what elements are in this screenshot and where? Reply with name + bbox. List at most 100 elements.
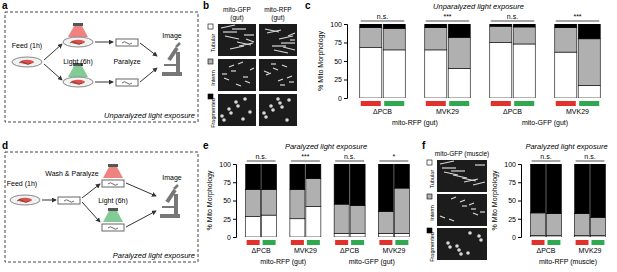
bar-segment [306, 179, 321, 207]
mito-texture [451, 197, 456, 199]
arrow [44, 64, 62, 80]
significance: n.s. [255, 153, 266, 160]
mito-texture [287, 76, 292, 78]
tick: 50 [334, 58, 347, 65]
light-swatch [263, 240, 276, 245]
arrow [82, 184, 100, 198]
bar-segment [290, 164, 305, 190]
bar-segment [360, 24, 382, 28]
mito-texture [269, 104, 273, 108]
light-swatch [556, 101, 576, 106]
light-swatch [247, 240, 260, 245]
step-label: Image [162, 32, 182, 40]
mito-texture [243, 76, 248, 77]
micrograph [218, 94, 256, 126]
significance-bracket [576, 161, 605, 162]
strain-label: ΔPCB [340, 247, 359, 254]
bar-segment [531, 164, 546, 213]
light-swatch [426, 101, 446, 106]
mito-texture [246, 39, 254, 42]
tick-label: 100 [504, 161, 516, 168]
mito-texture [460, 200, 465, 202]
axis-line [518, 165, 522, 238]
light-swatch [547, 240, 560, 245]
microscope [169, 48, 177, 60]
mito-texture [471, 208, 476, 209]
bar-segment [490, 43, 512, 99]
worm [17, 200, 29, 203]
mito-texture [241, 117, 245, 121]
tick-mark [344, 80, 347, 81]
food-lawn [20, 60, 34, 64]
significance-bracket [361, 21, 405, 22]
mito-texture [283, 47, 295, 50]
mito-texture [220, 114, 224, 118]
y-axis: 0255075100 [504, 161, 521, 241]
micrograph [437, 194, 487, 226]
tick: 75 [508, 179, 521, 186]
light-swatch [579, 101, 599, 106]
legend-label: Tubular [210, 34, 216, 53]
micrograph [218, 24, 256, 56]
bar-segment [306, 164, 321, 179]
mito-texture [222, 73, 227, 74]
panel-letter: e [203, 140, 209, 151]
light-swatch [351, 240, 364, 245]
light-swatch [361, 101, 381, 106]
slide [116, 79, 138, 86]
light-swatch [591, 240, 604, 245]
tick-label: 25 [508, 215, 516, 222]
bar-segment [575, 164, 590, 214]
bar-segment [555, 28, 577, 52]
legend-label: Tubular [429, 170, 435, 189]
mito-texture [222, 118, 226, 122]
mito-texture [271, 108, 275, 112]
mito-texture [264, 115, 268, 119]
chart-title: Paralyzed light exposure [525, 142, 607, 151]
tick-mark [233, 219, 236, 220]
panel-letter: d [2, 140, 8, 151]
slide [102, 180, 124, 187]
tick-mark [233, 182, 236, 183]
chart-title: Unparalyzed light exposure [433, 2, 524, 11]
mito-texture [244, 34, 254, 35]
mito-texture [459, 252, 463, 256]
microscope [164, 64, 178, 66]
group-label: mito-RFP (muscle) [539, 258, 597, 266]
group-label: mito-RFP (gut) [260, 258, 306, 266]
tick-mark [518, 219, 521, 220]
tick: 0 [338, 95, 347, 102]
mito-texture [462, 205, 467, 206]
bar-segment [448, 24, 470, 37]
bar-segment [394, 233, 409, 237]
mito-texture [475, 164, 485, 165]
y-axis: 0255075100 [219, 161, 236, 241]
strain-label: ΔPCB [252, 247, 271, 254]
tick-mark [233, 164, 236, 165]
bar-segment [394, 188, 409, 233]
light-swatch [491, 101, 511, 106]
step-label: Light (6h) [63, 58, 93, 66]
tick-label: 100 [219, 161, 231, 168]
light-beam [103, 211, 123, 222]
mito-texture [274, 50, 288, 53]
mito-texture [239, 43, 253, 46]
dish [12, 57, 42, 67]
tick-mark [233, 201, 236, 202]
dish [10, 195, 40, 205]
tick: 100 [219, 161, 236, 168]
image-header: (gut) [230, 14, 243, 22]
mito-texture [440, 216, 445, 218]
mito-texture [243, 97, 247, 101]
light-swatch [335, 240, 348, 245]
mito-texture [271, 63, 276, 64]
dish [63, 77, 93, 87]
bar-segment [546, 214, 561, 236]
bar-segment [578, 85, 600, 98]
microscope [167, 190, 175, 202]
mito-texture [449, 219, 454, 221]
tick-label: 75 [223, 179, 231, 186]
worm [122, 82, 132, 85]
bar-segment [425, 24, 447, 28]
light-beam [68, 66, 88, 77]
